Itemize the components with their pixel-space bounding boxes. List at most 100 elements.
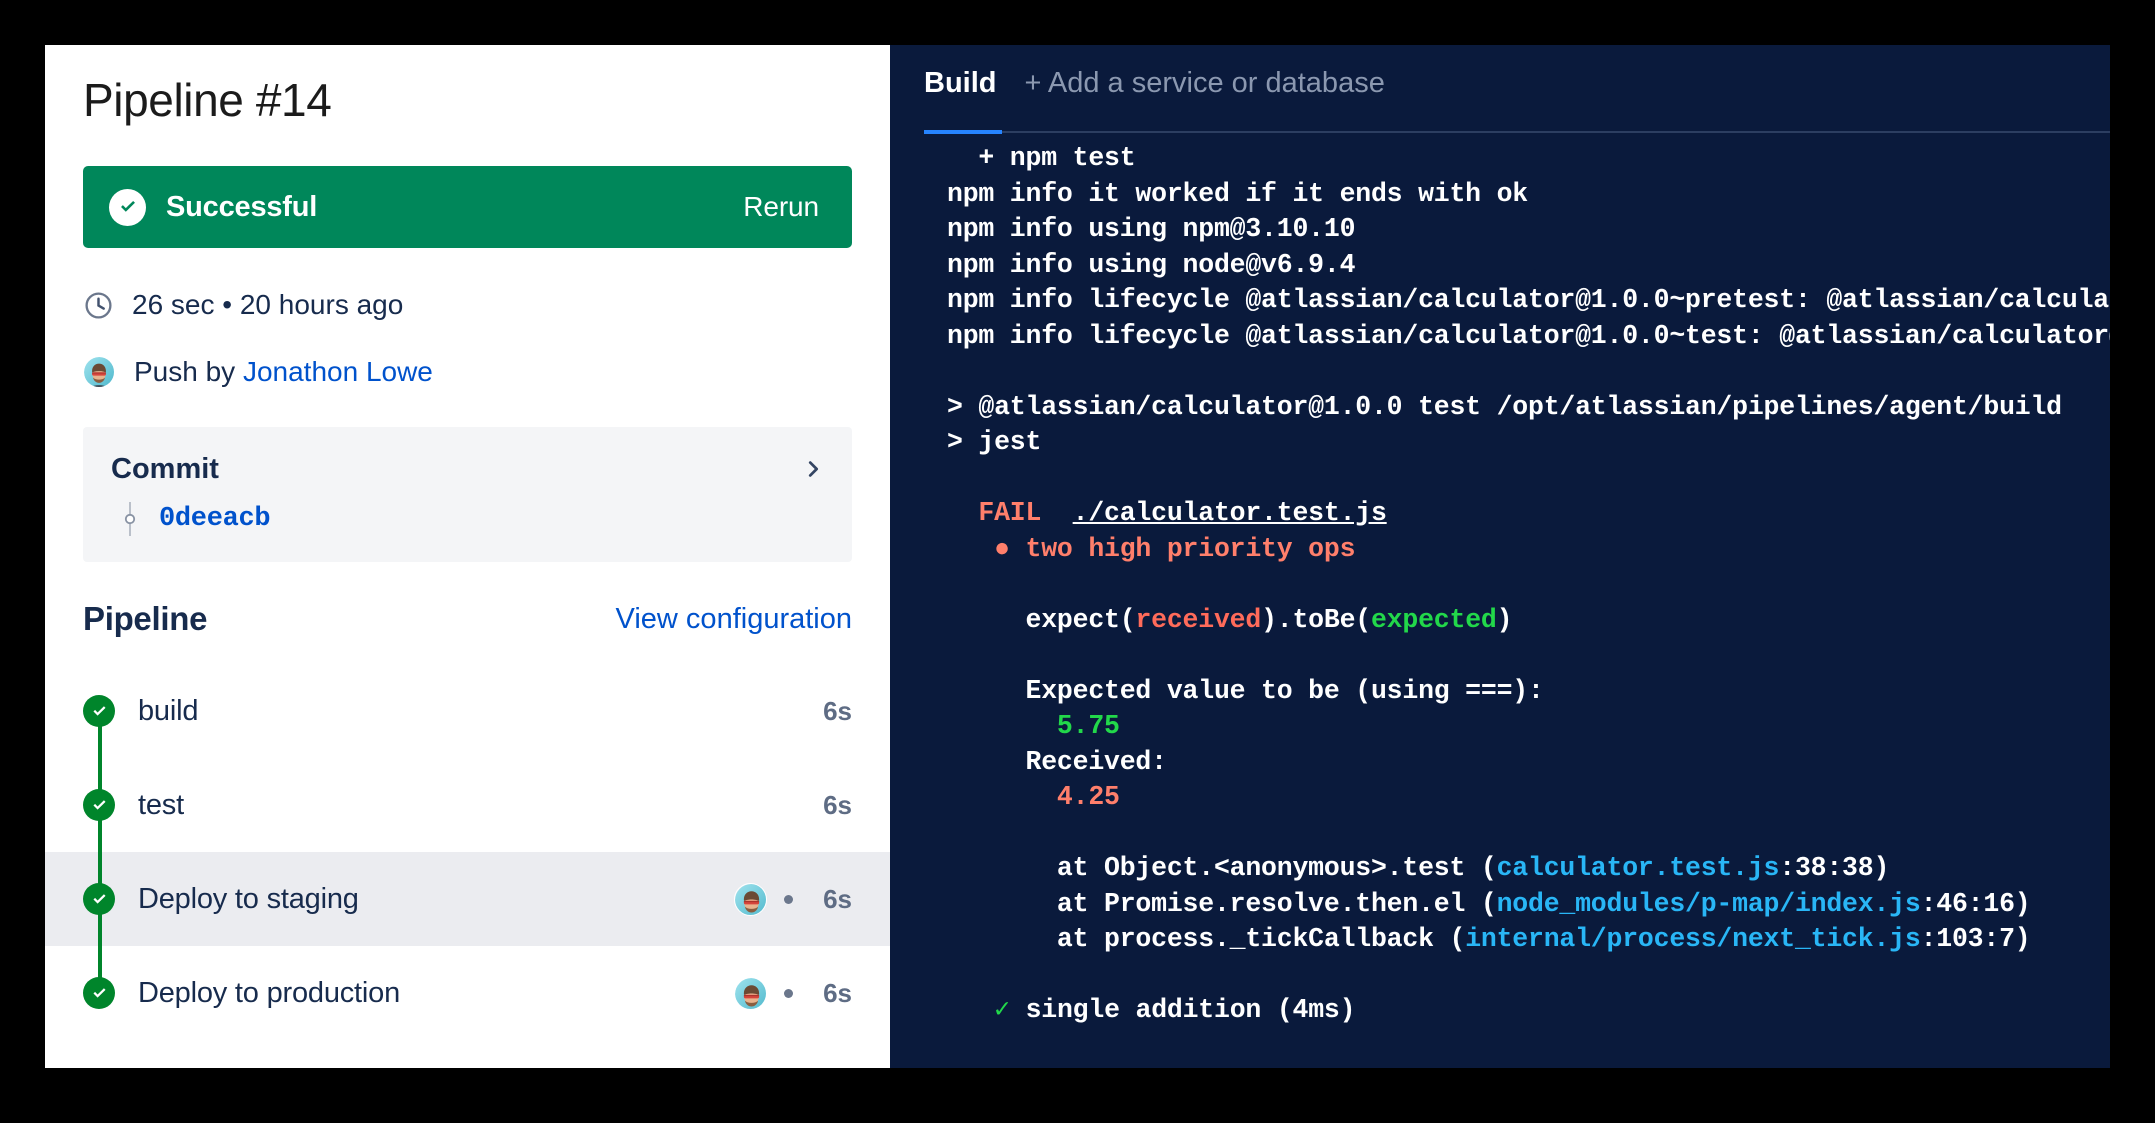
- pipeline-step-row[interactable]: Deploy to production 6s: [45, 946, 890, 1040]
- log-segment: at Promise.resolve.then.el (: [947, 888, 1497, 919]
- log-line: [947, 816, 2110, 852]
- step-label: test: [138, 788, 184, 821]
- log-line: [947, 958, 2110, 994]
- log-segment: npm info using npm@3.10.10: [947, 214, 1356, 244]
- tab-build[interactable]: Build: [924, 67, 997, 99]
- log-segment: npm info using node@v6.9.4: [947, 249, 1356, 280]
- status-banner: Successful Rerun: [83, 166, 852, 248]
- pipeline-steps-list: build 6s test 6s Deploy to staging: [45, 664, 890, 1040]
- log-segment: ./calculator.test.js: [1072, 498, 1387, 528]
- step-meta: 6s: [810, 696, 852, 727]
- step-meta: 6s: [810, 790, 852, 821]
- check-circle-icon: [83, 883, 115, 915]
- tab-underline: [924, 130, 2110, 134]
- tab-underline-inactive: [924, 131, 2110, 133]
- log-line: at Promise.resolve.then.el (node_modules…: [947, 887, 2110, 923]
- trigger-row: Push by Jonathon Lowe: [83, 347, 852, 397]
- trigger-author-link[interactable]: Jonathon Lowe: [242, 356, 433, 387]
- step-status-icon-wrap: [83, 695, 115, 727]
- status-banner-left: Successful: [109, 188, 318, 226]
- build-log-panel: Build + Add a service or database + npm …: [890, 45, 2110, 1068]
- duration-text: 26 sec • 20 hours ago: [132, 289, 404, 320]
- duration-row: 26 sec • 20 hours ago: [83, 280, 852, 330]
- log-segment: internal/process/next_tick.js: [1465, 924, 1921, 954]
- log-segment: expected: [1370, 604, 1497, 635]
- log-segment: expect(: [947, 604, 1136, 635]
- log-line: at process._tickCallback (internal/proce…: [947, 922, 2110, 958]
- step-connector: [98, 913, 102, 979]
- pipeline-section-header: Pipeline View configuration: [83, 600, 852, 638]
- commit-hash-row: 0deeacb: [111, 502, 824, 536]
- chevron-right-icon[interactable]: [802, 456, 824, 482]
- build-log-tabs: Build + Add a service or database: [890, 45, 2110, 115]
- step-status-icon-wrap: [83, 789, 115, 821]
- step-connector: [98, 819, 102, 885]
- log-segment: :38:38): [1779, 853, 1890, 883]
- log-line: npm info lifecycle @atlassian/calculator…: [947, 319, 2110, 355]
- log-line: [947, 638, 2110, 674]
- log-segment: [1041, 498, 1072, 528]
- pipeline-summary-panel: Pipeline #14 Successful Rerun 26 se: [45, 45, 890, 1068]
- commit-card-title: Commit: [111, 452, 219, 485]
- step-label: Deploy to production: [138, 976, 400, 1009]
- trigger-text: Push by Jonathon Lowe: [134, 356, 433, 388]
- log-segment: at process._tickCallback (: [947, 924, 1466, 954]
- step-meta: 6s: [734, 882, 852, 916]
- step-meta: 6s: [734, 976, 852, 1010]
- log-line: npm info it worked if it ends with ok: [947, 177, 2110, 213]
- clock-icon: [83, 290, 114, 321]
- rerun-button[interactable]: Rerun: [743, 191, 819, 222]
- log-segment: received: [1135, 604, 1262, 635]
- log-segment: node_modules/p-map/index.js: [1496, 888, 1921, 919]
- commit-card[interactable]: Commit 0deeacb: [83, 427, 852, 562]
- log-segment: single addition (4ms): [1009, 995, 1356, 1025]
- step-label: Deploy to staging: [138, 882, 359, 915]
- log-segment: Expected value to be (using ===):: [947, 675, 1544, 706]
- view-configuration-link[interactable]: View configuration: [615, 602, 852, 635]
- step-duration: 6s: [823, 883, 852, 914]
- step-duration: 6s: [823, 789, 852, 820]
- log-segment: Received:: [947, 746, 1168, 777]
- commit-hash-link[interactable]: 0deeacb: [159, 504, 271, 534]
- log-segment: :46:16): [1920, 888, 2031, 919]
- step-duration: 6s: [823, 695, 852, 726]
- commit-card-header[interactable]: Commit: [111, 449, 824, 489]
- log-line: [947, 354, 2110, 390]
- log-line: + npm test: [947, 141, 2110, 177]
- page-title: Pipeline #14: [83, 74, 332, 126]
- step-status-icon-wrap: [83, 977, 115, 1009]
- pipeline-section-title: Pipeline: [83, 600, 208, 637]
- avatar: [734, 882, 767, 916]
- step-label: build: [138, 694, 199, 727]
- tab-add-service-or-database[interactable]: + Add a service or database: [1024, 67, 1385, 99]
- build-log-output[interactable]: + npm test npm info it worked if it ends …: [890, 141, 2110, 1068]
- log-line: npm info using node@v6.9.4: [947, 248, 2110, 284]
- log-segment: npm info lifecycle @atlassian/calculator…: [947, 285, 2110, 315]
- pipeline-step-row[interactable]: test 6s: [45, 758, 890, 852]
- avatar: [734, 976, 767, 1010]
- log-line: [947, 567, 2110, 603]
- log-line: [947, 461, 2110, 497]
- check-circle-icon: [83, 977, 115, 1009]
- log-line: ● two high priority ops: [947, 532, 2110, 568]
- pipeline-step-row[interactable]: Deploy to staging 6s: [45, 852, 890, 946]
- log-segment: + npm test: [947, 143, 1136, 173]
- log-segment: ): [1496, 604, 1513, 635]
- log-line: 5.75: [947, 709, 2110, 745]
- log-line: ✓ single addition (4ms): [947, 993, 2110, 1029]
- log-line: > @atlassian/calculator@1.0.0 test /opt/…: [947, 390, 2110, 426]
- log-line: 4.25: [947, 780, 2110, 816]
- log-segment: 4.25: [947, 782, 1120, 812]
- log-segment: :103:7): [1920, 924, 2031, 954]
- step-connector: [98, 725, 102, 791]
- separator-dot-icon: [784, 988, 793, 998]
- commit-node-icon: [119, 502, 141, 536]
- status-label: Successful: [166, 190, 318, 223]
- log-line: Received:: [947, 745, 2110, 781]
- trigger-prefix: Push by: [134, 356, 243, 387]
- log-line: Expected value to be (using ===):: [947, 674, 2110, 710]
- pipeline-step-row[interactable]: build 6s: [45, 664, 890, 758]
- log-segment: ).toBe(: [1261, 604, 1371, 635]
- log-line: FAIL ./calculator.test.js: [947, 496, 2110, 532]
- log-segment: FAIL: [947, 498, 1042, 528]
